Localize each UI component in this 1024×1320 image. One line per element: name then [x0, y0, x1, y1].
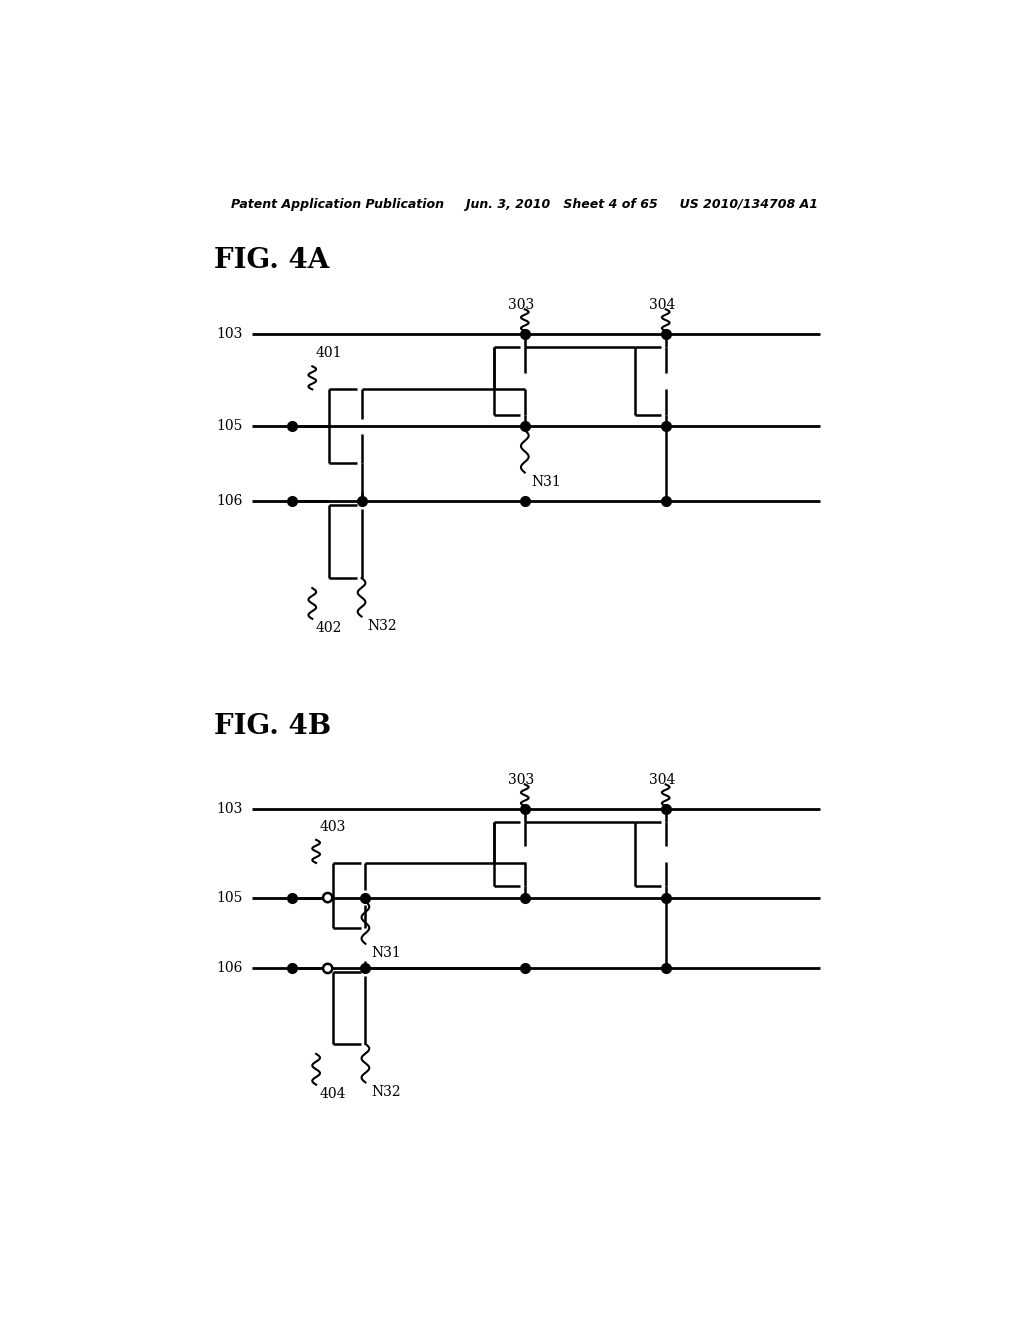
Text: N32: N32: [368, 619, 397, 632]
Text: 402: 402: [315, 622, 342, 635]
Text: N31: N31: [531, 475, 561, 488]
Text: 103: 103: [217, 803, 243, 816]
Circle shape: [323, 964, 333, 973]
Text: 303: 303: [508, 772, 535, 787]
Text: 105: 105: [217, 420, 243, 433]
Text: 105: 105: [217, 891, 243, 904]
Text: Patent Application Publication     Jun. 3, 2010   Sheet 4 of 65     US 2010/1347: Patent Application Publication Jun. 3, 2…: [231, 198, 818, 211]
Text: 303: 303: [508, 298, 535, 312]
Text: 103: 103: [217, 327, 243, 341]
Text: 106: 106: [217, 961, 243, 975]
Circle shape: [323, 892, 333, 903]
Text: 401: 401: [315, 346, 342, 360]
Text: 304: 304: [648, 772, 675, 787]
Text: 304: 304: [648, 298, 675, 312]
Text: FIG. 4B: FIG. 4B: [214, 713, 331, 741]
Text: 404: 404: [319, 1086, 346, 1101]
Text: N31: N31: [372, 946, 401, 960]
Text: N32: N32: [372, 1085, 401, 1098]
Text: 106: 106: [217, 494, 243, 508]
Text: FIG. 4A: FIG. 4A: [214, 247, 329, 273]
Text: 403: 403: [319, 820, 345, 834]
